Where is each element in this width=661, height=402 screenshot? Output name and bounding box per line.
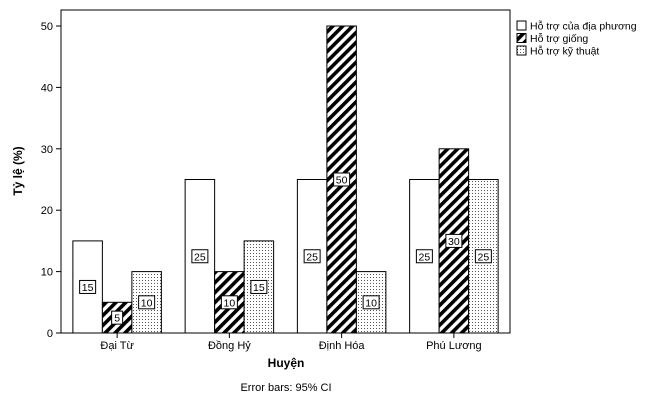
svg-text:50: 50 (336, 175, 348, 187)
y-tick-label-40: 40 (41, 82, 53, 94)
x-tick-label-dinh-hoa: Định Hóa (319, 340, 366, 352)
data-label-dai-tu-ho-tro-cua-dia-phuong: 15 (79, 279, 97, 294)
legend-label-ho-tro-ky-thuat: Hỗ trợ kỹ thuật (530, 45, 599, 58)
data-label-phu-luong-ho-tro-giong: 30 (445, 233, 463, 248)
data-label-dai-tu-ho-tro-ky-thuat: 10 (138, 295, 156, 310)
x-axis-title: Huyện (268, 356, 305, 370)
data-label-dinh-hoa-ho-tro-cua-dia-phuong: 25 (303, 249, 321, 264)
x-tick-label-dai-tu: Đại Từ (100, 340, 134, 352)
y-tick-label-0: 0 (47, 328, 53, 340)
data-label-dong-hy-ho-tro-cua-dia-phuong: 25 (191, 249, 209, 264)
data-label-dong-hy-ho-tro-ky-thuat: 15 (250, 279, 268, 294)
y-tick-label-10: 10 (41, 267, 53, 279)
data-label-dong-hy-ho-tro-giong: 10 (220, 295, 238, 310)
bar-dinh-hoa-ho-tro-cua-dia-phuong (296, 179, 328, 334)
svg-text:10: 10 (224, 297, 236, 309)
legend-label-ho-tro-giong: Hỗ trợ giống (530, 32, 588, 45)
legend-swatch-ho-tro-giong (516, 33, 527, 43)
data-label-phu-luong-ho-tro-ky-thuat: 25 (474, 249, 492, 264)
svg-text:10: 10 (141, 297, 153, 309)
data-label-dinh-hoa-ho-tro-giong: 50 (333, 172, 351, 187)
data-labels-layer: 15 5 10 25 10 15 25 50 10 25 30 25 (79, 172, 492, 325)
legend-item-ho-tro-giong: Hỗ trợ giống (516, 32, 588, 45)
data-label-dinh-hoa-ho-tro-ky-thuat: 10 (362, 295, 380, 310)
y-tick-label-20: 20 (41, 205, 53, 217)
svg-text:30: 30 (448, 236, 460, 248)
data-label-dai-tu-ho-tro-giong: 5 (111, 310, 124, 325)
svg-text:15: 15 (82, 282, 94, 294)
y-tick-label-50: 50 (41, 21, 53, 33)
svg-text:25: 25 (419, 251, 431, 263)
svg-text:15: 15 (253, 282, 265, 294)
legend-item-ho-tro-cua-dia-phuong: Hỗ trợ của địa phương (516, 20, 637, 33)
x-tick-label-phu-luong: Phú Lương (426, 340, 482, 352)
y-axis: 0 10 20 30 40 50 (41, 21, 61, 340)
svg-text:25: 25 (306, 251, 318, 263)
data-label-phu-luong-ho-tro-cua-dia-phuong: 25 (415, 249, 433, 264)
legend-swatch-ho-tro-ky-thuat (516, 45, 527, 56)
svg-text:10: 10 (365, 297, 377, 309)
x-axis: Đại Từ Đồng Hỷ Định Hóa Phú Lương (100, 333, 482, 352)
svg-text:5: 5 (114, 313, 120, 325)
svg-text:25: 25 (478, 251, 490, 263)
svg-text:25: 25 (194, 251, 206, 263)
legend-swatch-ho-tro-cua-dia-phuong (516, 20, 527, 31)
legend-item-ho-tro-ky-thuat: Hỗ trợ kỹ thuật (516, 45, 599, 58)
error-bars-footnote: Error bars: 95% CI (240, 382, 331, 394)
x-tick-label-dong-hy: Đồng Hỷ (208, 340, 251, 352)
y-axis-title: Tỷ lệ (%) (11, 146, 25, 195)
y-tick-label-30: 30 (41, 144, 53, 156)
legend-label-ho-tro-cua-dia-phuong: Hỗ trợ của địa phương (530, 20, 637, 33)
